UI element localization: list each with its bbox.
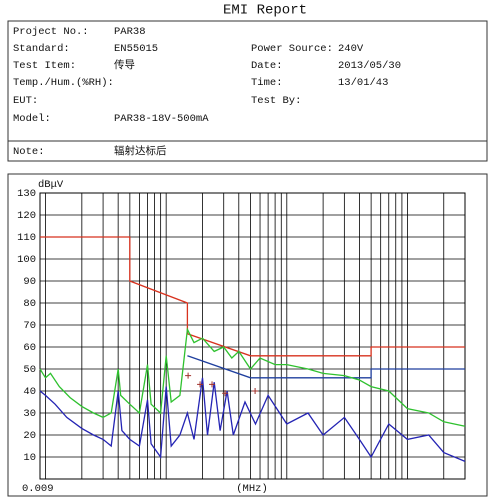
y-tick-label: 130 xyxy=(17,188,36,200)
y-tick-label: 60 xyxy=(23,342,36,354)
y-tick-label: 80 xyxy=(23,298,36,310)
y-tick-label: 50 xyxy=(23,364,36,376)
field-label: Test By: xyxy=(251,95,301,107)
series-line xyxy=(40,236,465,357)
field-label: Standard: xyxy=(13,43,70,55)
field-value: 2013/05/30 xyxy=(338,60,401,72)
marker xyxy=(222,390,229,397)
chart-box xyxy=(7,173,488,497)
field-label: EUT: xyxy=(13,95,38,107)
field-value: 240V xyxy=(338,43,364,55)
field-label: Temp./Hum.(%RH): xyxy=(13,77,114,89)
field-value: 13/01/43 xyxy=(338,77,388,89)
note-value: 辐射达标后 xyxy=(114,144,167,158)
field-label: Time: xyxy=(251,77,283,89)
field-label: Test Item: xyxy=(13,60,76,72)
field-label: Project No.: xyxy=(13,26,89,38)
y-tick-label: 90 xyxy=(23,276,36,288)
report-title: EMI Report xyxy=(223,3,307,19)
y-tick-label: 20 xyxy=(23,430,36,442)
marker xyxy=(252,388,259,394)
field-value: PAR38-18V-500mA xyxy=(114,113,209,125)
x-tick-label: 0.009 xyxy=(22,483,54,495)
marker xyxy=(209,381,216,388)
series-line xyxy=(39,327,466,427)
field-label: Date: xyxy=(251,60,283,72)
field-label: Model: xyxy=(13,113,51,125)
field-value: 传导 xyxy=(114,59,135,72)
plot-area xyxy=(39,192,466,480)
series-line xyxy=(39,377,466,463)
y-tick-label: 40 xyxy=(23,386,36,398)
y-tick-label: 10 xyxy=(23,452,36,464)
y-tick-label: 110 xyxy=(17,232,36,244)
series-line xyxy=(187,355,465,379)
y-tick-label: 30 xyxy=(23,408,36,420)
marker xyxy=(197,381,204,388)
x-axis-label: (MHz) xyxy=(236,483,268,495)
field-value: PAR38 xyxy=(114,26,146,38)
y-axis-label: dBμV xyxy=(38,179,64,191)
note-label: Note: xyxy=(13,146,45,158)
field-label: Power Source: xyxy=(251,43,333,55)
y-tick-label: 70 xyxy=(23,320,36,332)
marker xyxy=(185,372,192,379)
y-tick-label: 100 xyxy=(17,254,36,266)
y-tick-label: 120 xyxy=(17,210,36,222)
header-box xyxy=(7,20,488,162)
field-value: EN55015 xyxy=(114,43,158,55)
